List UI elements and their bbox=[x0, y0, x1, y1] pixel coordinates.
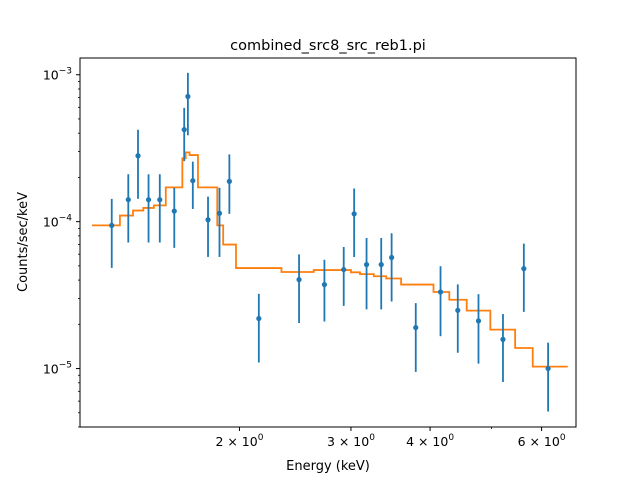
data-point bbox=[389, 254, 395, 261]
data-point bbox=[475, 318, 482, 324]
data-point bbox=[296, 277, 302, 283]
y-tick-label-exponent: −3 bbox=[59, 67, 72, 77]
y-tick-label-base: 10 bbox=[43, 215, 59, 230]
x-tick-label-base: 3 × 10 bbox=[327, 434, 369, 449]
data-point bbox=[135, 153, 141, 159]
data-point bbox=[413, 324, 419, 331]
data-errorbar-series bbox=[109, 72, 551, 412]
data-point bbox=[378, 261, 384, 268]
data-point bbox=[321, 281, 328, 288]
x-tick-label-exponent: 0 bbox=[448, 433, 454, 443]
data-point bbox=[109, 222, 115, 228]
data-point bbox=[190, 178, 196, 184]
x-tick-label-base: 6 × 10 bbox=[518, 434, 560, 449]
y-tick-label: 10−4 bbox=[43, 214, 72, 230]
y-tick-label-exponent: −5 bbox=[59, 361, 72, 371]
data-point bbox=[521, 265, 527, 272]
y-tick-label: 10−5 bbox=[43, 361, 72, 377]
x-tick-label-base: 2 × 10 bbox=[215, 434, 257, 449]
y-tick-label-base: 10 bbox=[43, 68, 59, 83]
data-point bbox=[437, 289, 444, 295]
x-tick-label: 3 × 100 bbox=[327, 433, 375, 449]
x-tick-label-base: 4 × 10 bbox=[406, 434, 448, 449]
y-tick-label-base: 10 bbox=[43, 362, 59, 377]
data-point bbox=[125, 197, 131, 203]
chart-title: combined_src8_src_reb1.pi bbox=[230, 38, 426, 54]
x-tick-label-exponent: 0 bbox=[369, 433, 375, 443]
data-point bbox=[181, 127, 187, 133]
x-tick-label: 4 × 100 bbox=[406, 433, 454, 449]
model-step-line bbox=[92, 151, 568, 368]
data-point bbox=[363, 261, 370, 268]
data-point bbox=[145, 197, 152, 203]
data-point bbox=[341, 266, 347, 273]
y-tick-label: 10−3 bbox=[43, 67, 72, 83]
plot-frame bbox=[79, 57, 577, 428]
data-point bbox=[455, 307, 461, 313]
data-point bbox=[205, 217, 211, 223]
x-tick-label-exponent: 0 bbox=[258, 433, 264, 443]
y-axis-label: Counts/sec/keV bbox=[16, 192, 31, 292]
data-point bbox=[157, 197, 163, 203]
data-point bbox=[226, 178, 232, 184]
model-step-series bbox=[92, 151, 568, 368]
x-tick-label: 6 × 100 bbox=[518, 433, 566, 449]
data-point bbox=[545, 365, 551, 372]
data-point bbox=[500, 336, 506, 342]
data-point bbox=[256, 315, 262, 322]
x-tick-label: 2 × 100 bbox=[215, 433, 263, 449]
x-tick-label-exponent: 0 bbox=[560, 433, 566, 443]
data-point bbox=[185, 93, 191, 100]
data-point bbox=[171, 208, 177, 214]
y-tick-label-exponent: −4 bbox=[59, 214, 73, 224]
data-point bbox=[216, 210, 223, 216]
data-point bbox=[351, 211, 357, 217]
x-axis-label: Energy (keV) bbox=[286, 459, 370, 474]
